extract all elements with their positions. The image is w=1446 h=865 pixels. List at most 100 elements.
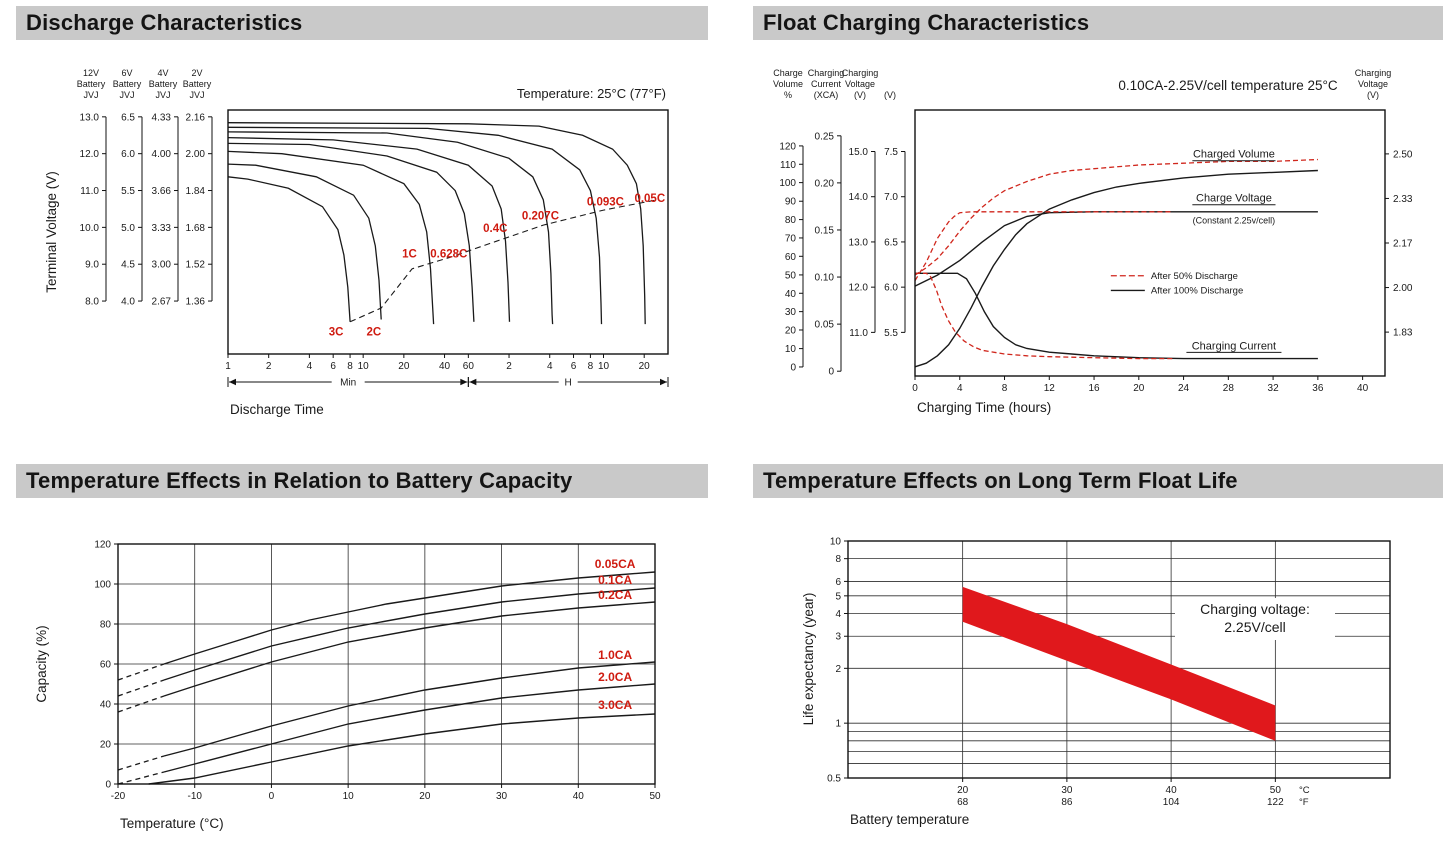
y-tick-label: 10 <box>830 537 842 548</box>
y-axis-label: Life expectancy (year) <box>801 593 816 726</box>
x-axis: 0 4 8 12 16 20 24 28 32 36 40 <box>912 376 1369 394</box>
curve-label: 0.1CA <box>598 573 632 587</box>
y-tick-label: 5 <box>835 591 841 602</box>
axis-tick-label: 3.66 <box>152 186 172 197</box>
curve-label: 0.4C <box>483 223 507 235</box>
series-charge-voltage-50 <box>914 211 1173 281</box>
axis-title: Current <box>811 79 842 89</box>
axis-title: Battery <box>113 79 142 89</box>
x-tick-label: 10 <box>598 361 610 372</box>
axis-tick-label: 60 <box>785 252 797 263</box>
left-axis-column: 1201101009080706050403020100ChargeVolume… <box>773 68 804 373</box>
series-0.05CA-lead <box>117 663 165 681</box>
series-1.0CA <box>163 661 656 757</box>
span-label: H <box>565 378 572 389</box>
series-2.0CA-lead <box>117 771 165 785</box>
y-tick-label: 8 <box>835 554 841 565</box>
series <box>227 122 658 325</box>
x-tick-label: 122 <box>1267 797 1284 808</box>
axis-tick-label: 0 <box>790 362 796 373</box>
annotation: 0.10CA-2.25V/cell temperature 25°C <box>1118 78 1338 93</box>
arrow-left-icon <box>229 378 236 386</box>
x-axis-label: Charging Time (hours) <box>917 400 1051 415</box>
x-axis-label: Discharge Time <box>230 402 324 417</box>
series-0.1CA <box>163 587 656 681</box>
curve-labels: 3C 2C 1C 0.628C 0.4C 0.207C 0.093C 0.05C <box>329 193 665 339</box>
panel-discharge-characteristics: Discharge Characteristics 1 2 4 6 8 10 20 40 60 2… <box>16 6 708 446</box>
axis-tick-label: 0.20 <box>815 178 835 189</box>
axis-tick-label: 6.0 <box>121 149 135 160</box>
section-title-float-life: Temperature Effects on Long Term Float L… <box>753 464 1443 498</box>
series-3C <box>227 176 351 322</box>
axis-tick-label: 9.0 <box>85 260 99 271</box>
x-axis-label: Battery temperature <box>850 812 969 827</box>
curve-label: 1C <box>402 248 417 260</box>
x-tick-label: 40 <box>573 791 585 802</box>
axis-tick-label: 14.0 <box>849 192 869 203</box>
x-tick-label: 2 <box>266 361 272 372</box>
x-tick-label: 36 <box>1312 383 1324 394</box>
x-tick-label: 20 <box>957 785 969 796</box>
annotation: 2.25V/cell <box>1224 619 1285 635</box>
x-tick-label: 40 <box>1357 383 1369 394</box>
x-tick-label: 60 <box>463 361 475 372</box>
axis-title: Voltage <box>1358 79 1388 89</box>
left-axis-column: 7.5 7.0 6.5 6.0 5.5 (V) <box>884 90 906 339</box>
x-tick-label: -10 <box>187 791 202 802</box>
axis-tick-label: 3.00 <box>152 260 172 271</box>
panel-float-charging: Float Charging Characteristics 0 4 8 12 16 20… <box>753 6 1443 446</box>
series-charging-current-50 <box>915 272 1173 360</box>
x-tick-label: 10 <box>343 791 355 802</box>
annotation: Charging voltage: <box>1200 601 1310 617</box>
curve-label: Charging Current <box>1192 340 1276 352</box>
axis-tick-label: 13.0 <box>80 112 100 123</box>
x-axis: -20 -10 0 10 20 30 40 50 <box>111 784 661 802</box>
axis-title: JVJ <box>119 90 134 100</box>
axis-tick-label: 4.0 <box>121 297 135 308</box>
axis-tick-label: 2.00 <box>1393 283 1413 294</box>
x-tick-label: 20 <box>419 791 431 802</box>
axis-tick-label: 11.0 <box>80 186 99 197</box>
section-title-discharge: Discharge Characteristics <box>16 6 708 40</box>
y-axis: 10 8 6 5 4 3 2 1 0.5 <box>827 537 848 785</box>
x-tick-label: 6 <box>330 361 336 372</box>
y-tick-label: 4 <box>835 609 841 620</box>
series-3.0CA <box>148 713 656 785</box>
x-tick-label: 0 <box>269 791 275 802</box>
y-axis-label: Capacity (%) <box>34 625 49 702</box>
x-tick-label: 28 <box>1223 383 1235 394</box>
series-0.2CA-lead <box>117 695 165 713</box>
axis-title: 2V <box>191 68 202 78</box>
x-tick-label: 30 <box>496 791 508 802</box>
x-tick-label: 20 <box>1133 383 1145 394</box>
axis-tick-label: 6.5 <box>121 112 135 123</box>
axis-tick-label: 1.83 <box>1393 328 1413 339</box>
axis-title: (XCA) <box>814 90 839 100</box>
panel-float-life: Temperature Effects on Long Term Float L… <box>753 464 1443 860</box>
x-tick-label: 50 <box>1270 785 1282 796</box>
series-0.207C <box>227 131 554 325</box>
axis-tick-label: 0.10 <box>815 273 835 284</box>
axis-title: Battery <box>77 79 106 89</box>
y-tick-label: 1 <box>835 719 841 730</box>
x-tick-label: 10 <box>358 361 370 372</box>
series-0.4C <box>227 136 511 322</box>
x-tick-label: 104 <box>1163 797 1180 808</box>
x-tick-label: 8 <box>347 361 353 372</box>
axis-tick-label: 3.33 <box>152 223 172 234</box>
axis-tick-label: 6.0 <box>884 283 898 294</box>
axis-title: JVJ <box>189 90 204 100</box>
curve-label: 0.05C <box>634 193 665 205</box>
x-tick-label: 4 <box>547 361 553 372</box>
axis-title: 6V <box>121 68 132 78</box>
y-tick-label: 3 <box>835 632 841 643</box>
axis-tick-label: 0.25 <box>815 131 835 142</box>
axis-tick-label: 7.0 <box>884 192 898 203</box>
axis-tick-label: 4.00 <box>152 149 172 160</box>
axis-title: Battery <box>183 79 212 89</box>
axis-tick-label: 0.05 <box>815 320 835 331</box>
